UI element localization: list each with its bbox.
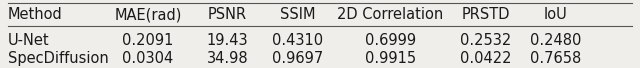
Text: 0.0304: 0.0304: [122, 51, 173, 66]
Text: SpecDiffusion: SpecDiffusion: [8, 51, 109, 66]
Text: 34.98: 34.98: [207, 51, 248, 66]
Text: 0.0422: 0.0422: [460, 51, 511, 66]
Text: 0.2480: 0.2480: [530, 33, 582, 48]
Text: SSIM: SSIM: [280, 7, 316, 22]
Text: U-Net: U-Net: [8, 33, 49, 48]
Text: 0.9697: 0.9697: [272, 51, 323, 66]
Text: PRSTD: PRSTD: [461, 7, 510, 22]
Text: 19.43: 19.43: [207, 33, 248, 48]
Text: 2D Correlation: 2D Correlation: [337, 7, 444, 22]
Text: 0.4310: 0.4310: [272, 33, 323, 48]
Text: 0.7658: 0.7658: [530, 51, 581, 66]
Text: 0.2091: 0.2091: [122, 33, 173, 48]
Text: 0.9915: 0.9915: [365, 51, 415, 66]
Text: PSNR: PSNR: [208, 7, 247, 22]
Text: MAE(rad): MAE(rad): [115, 7, 182, 22]
Text: Method: Method: [8, 7, 63, 22]
Text: IoU: IoU: [544, 7, 568, 22]
Text: 0.2532: 0.2532: [460, 33, 511, 48]
Text: 0.6999: 0.6999: [365, 33, 415, 48]
